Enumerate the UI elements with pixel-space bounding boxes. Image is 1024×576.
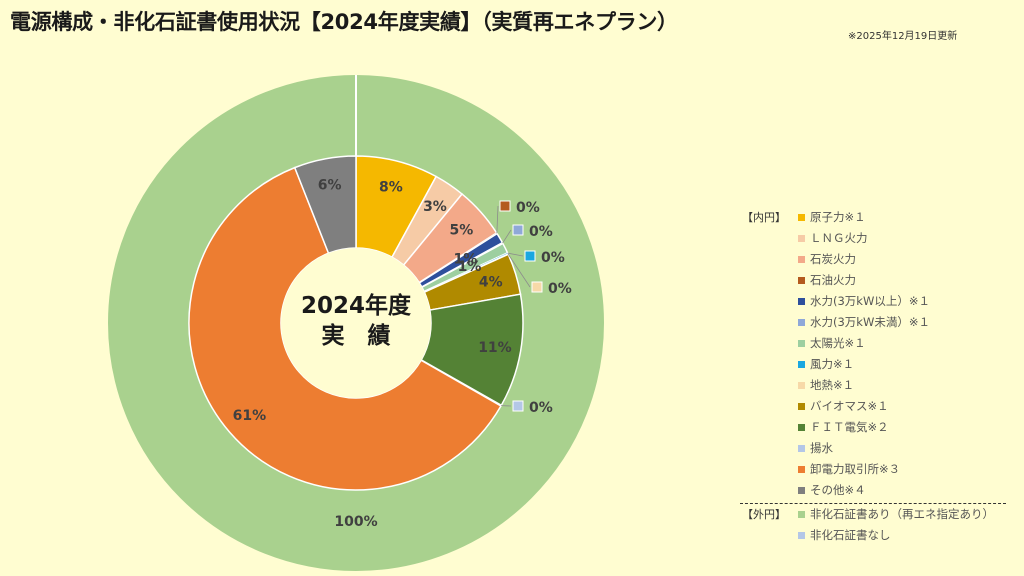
legend-swatch: [798, 403, 805, 410]
legend-swatch: [798, 235, 805, 242]
legend-swatch: [798, 532, 805, 539]
legend-group-label: 【内円】: [742, 211, 786, 224]
callout-swatch: [499, 200, 511, 212]
legend-label: 非化石証書なし: [810, 528, 891, 542]
callout-swatch: [512, 224, 524, 236]
legend-label: その他※４: [810, 483, 866, 497]
donut-hole: [281, 248, 431, 398]
center-label: 実 績: [322, 322, 391, 349]
legend-label: 風力※１: [810, 357, 855, 371]
legend-label: 水力(3万kW未満）※１: [810, 315, 930, 329]
callout-swatch: [512, 400, 524, 412]
inner-data-label: 6%: [318, 177, 342, 193]
callout-data-label: 0%: [548, 281, 572, 297]
legend-label: ＦＩＴ電気※２: [810, 420, 889, 434]
update-note: ※2025年12月19日更新: [848, 31, 958, 42]
inner-data-label: 61%: [233, 408, 267, 424]
inner-data-label: 4%: [479, 275, 503, 291]
legend-label: 原子力※１: [810, 210, 866, 224]
legend-swatch: [798, 511, 805, 518]
inner-data-label: 5%: [450, 222, 474, 238]
callout-data-label: 0%: [529, 224, 553, 240]
legend-swatch: [798, 214, 805, 221]
legend-swatch: [798, 466, 805, 473]
callout-leader: [507, 252, 524, 257]
legend-swatch: [798, 445, 805, 452]
callout-leader: [507, 253, 531, 288]
legend-label: 水力(3万kW以上）※１: [810, 294, 930, 308]
legend-swatch: [798, 277, 805, 284]
center-label: 2024年度: [301, 292, 412, 319]
inner-data-label: 8%: [379, 179, 403, 195]
legend-swatch: [798, 340, 805, 347]
legend-swatch: [798, 319, 805, 326]
legend-swatch: [798, 487, 805, 494]
legend-swatch: [798, 256, 805, 263]
callout-leader: [496, 205, 499, 234]
legend-label: 揚水: [810, 441, 833, 455]
legend-swatch: [798, 361, 805, 368]
inner-data-label: 11%: [478, 340, 512, 356]
legend-label: ＬＮＧ火力: [810, 231, 868, 245]
legend-swatch: [798, 298, 805, 305]
legend-label: バイオマス※１: [810, 399, 889, 413]
inner-data-label: 3%: [423, 199, 447, 215]
legend-label: 太陽光※１: [810, 336, 866, 350]
legend-label: 地熱※１: [810, 378, 855, 392]
legend-label: 卸電力取引所※３: [810, 462, 901, 476]
callout-data-label: 0%: [541, 250, 565, 266]
legend-swatch: [798, 382, 805, 389]
legend-label: 石油火力: [810, 273, 856, 287]
legend-divider: [740, 503, 1006, 504]
callout-data-label: 0%: [529, 400, 553, 416]
callout-swatch: [524, 250, 536, 262]
callout-data-label: 0%: [516, 200, 540, 216]
callout-swatch: [531, 281, 543, 293]
callout-leader: [502, 229, 512, 244]
inner-data-label: 1%: [453, 251, 477, 267]
legend-label: 非化石証書あり（再エネ指定あり）: [810, 507, 994, 521]
legend-swatch: [798, 424, 805, 431]
legend-group-label: 【外円】: [742, 508, 786, 521]
inner-data-label: 1%: [458, 259, 482, 275]
legend-label: 石炭火力: [810, 252, 856, 266]
chart-title: 電源構成・非化石証書使用状況【2024年度実績】（実質再エネプラン）: [10, 10, 678, 34]
outer-ring-data-label: 100%: [334, 514, 377, 530]
